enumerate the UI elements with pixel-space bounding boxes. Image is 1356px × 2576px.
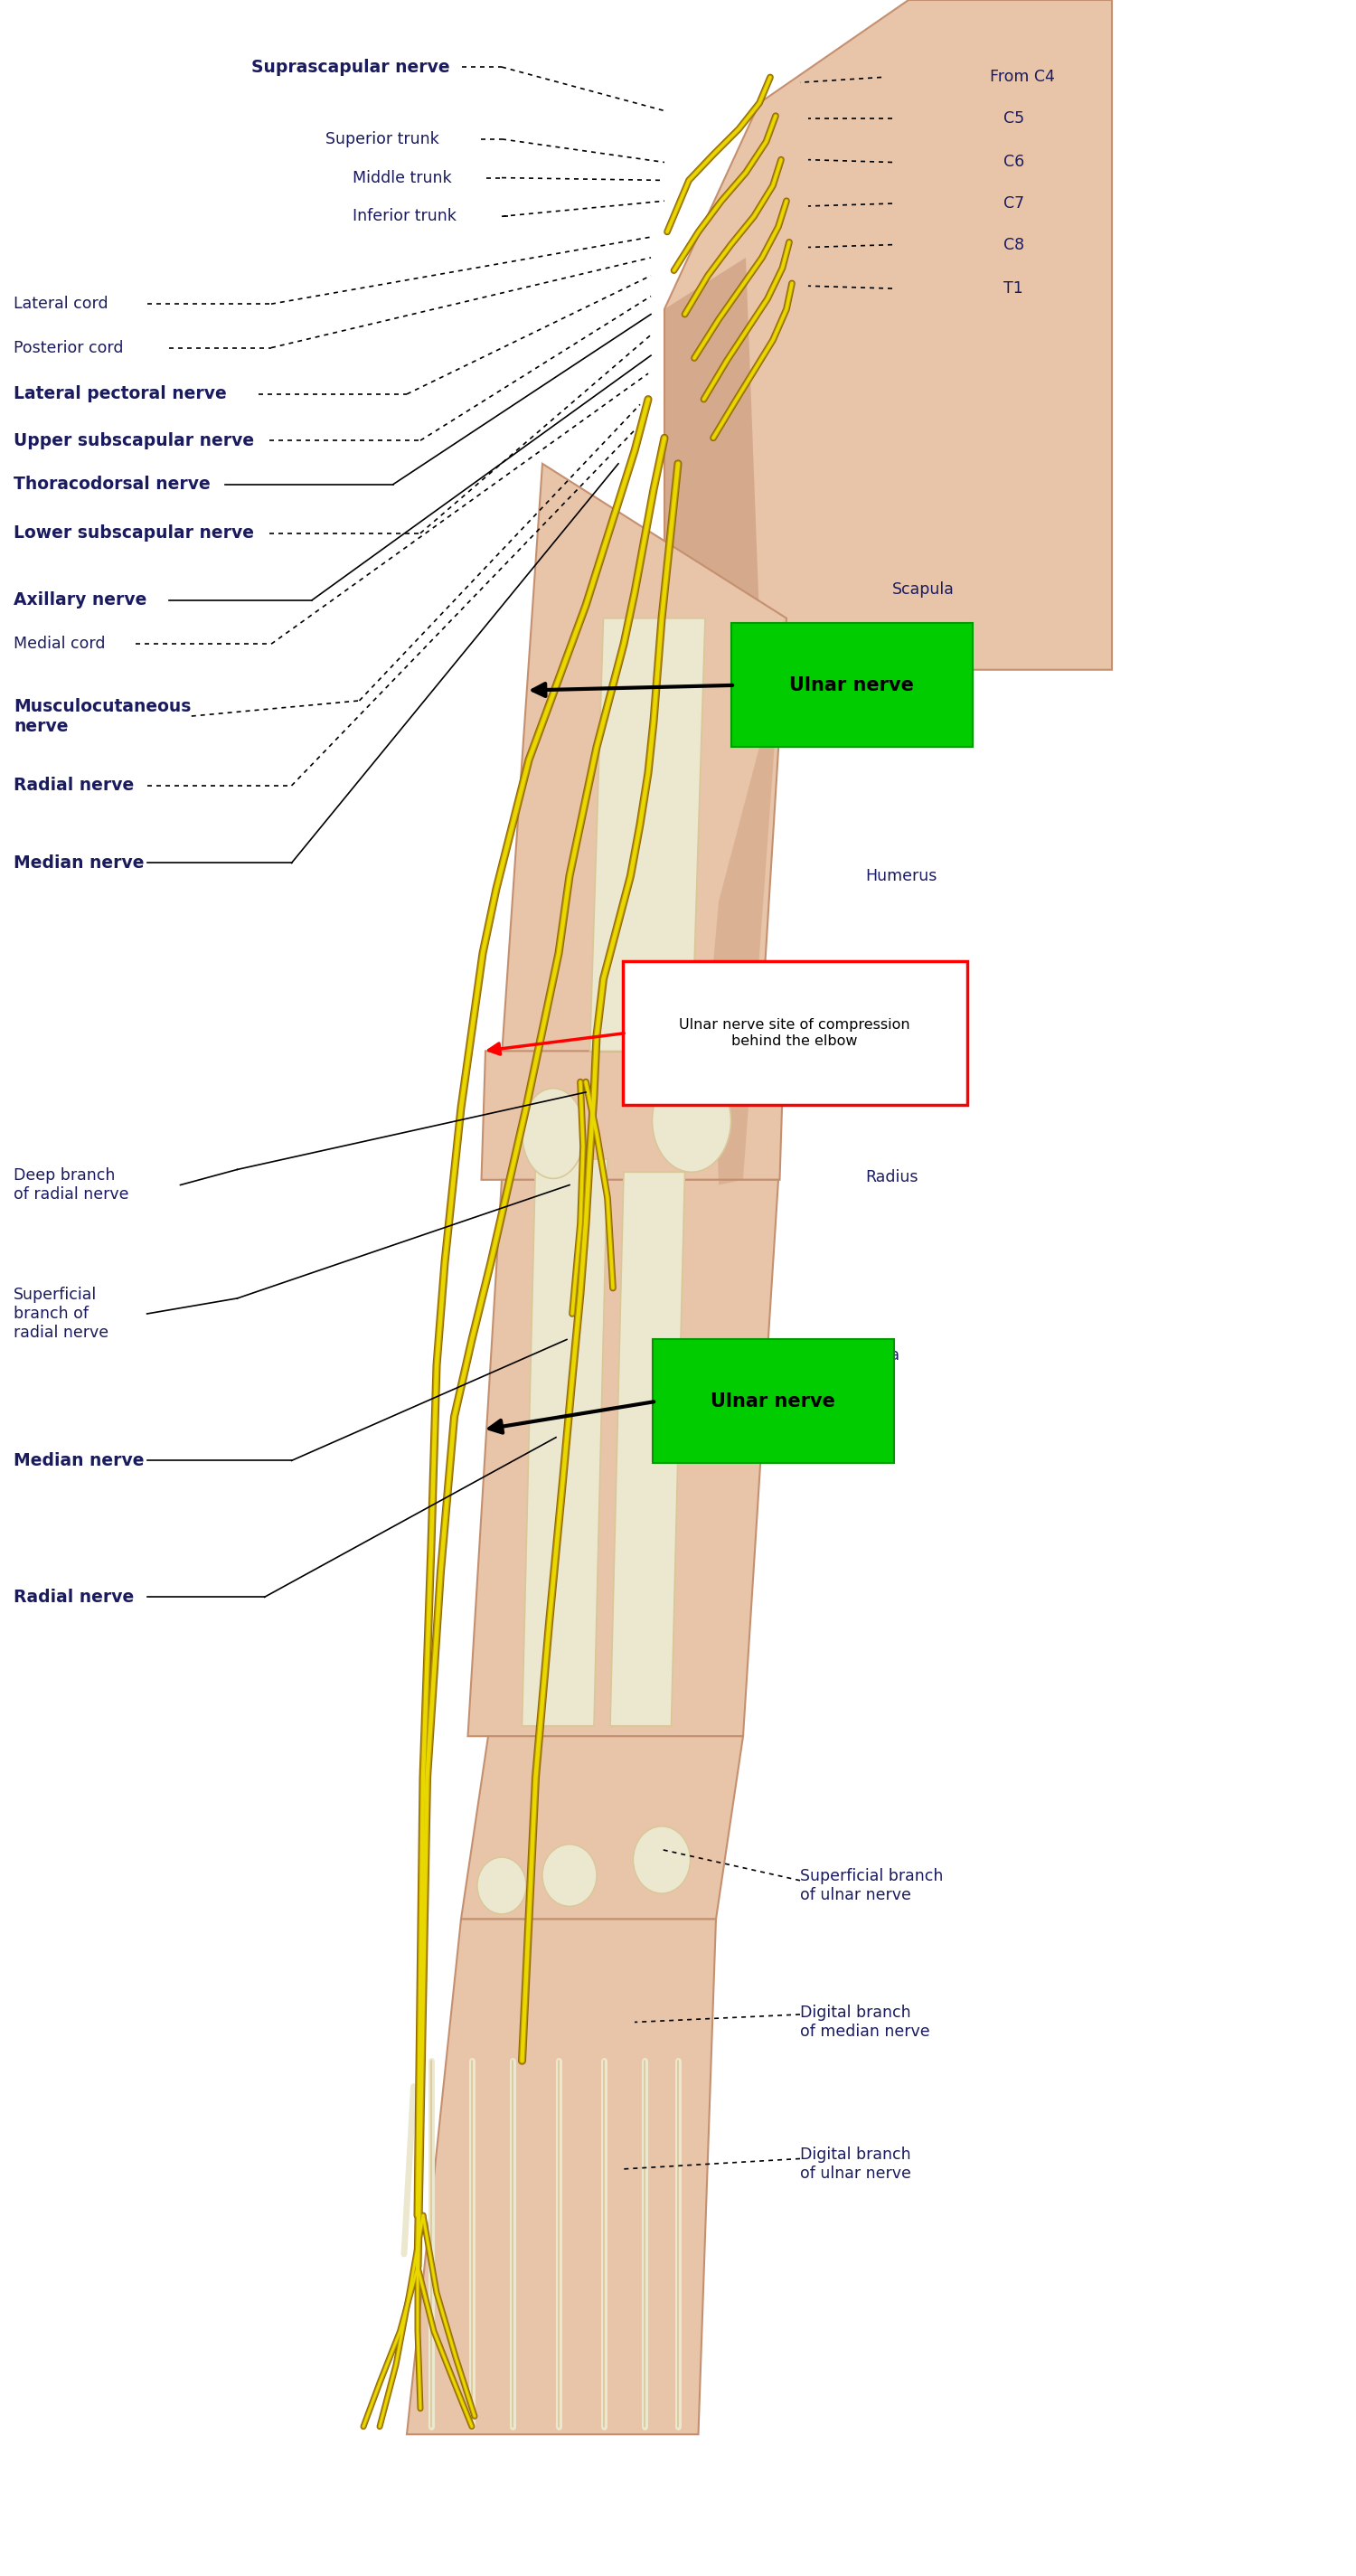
Polygon shape xyxy=(664,0,1112,670)
Polygon shape xyxy=(712,618,786,1185)
Polygon shape xyxy=(664,0,1112,670)
Text: From C4: From C4 xyxy=(990,70,1055,85)
Text: C7: C7 xyxy=(1003,196,1024,211)
Text: Inferior trunk: Inferior trunk xyxy=(353,209,457,224)
Text: Lower subscapular nerve: Lower subscapular nerve xyxy=(14,526,254,541)
Polygon shape xyxy=(481,1051,784,1180)
Text: Ulnar nerve site of compression
behind the elbow: Ulnar nerve site of compression behind t… xyxy=(679,1018,910,1048)
Text: Ulna: Ulna xyxy=(865,1347,900,1363)
Text: Superior trunk: Superior trunk xyxy=(325,131,439,147)
Text: C5: C5 xyxy=(1003,111,1024,126)
Text: Scapula: Scapula xyxy=(892,582,955,598)
Text: C8: C8 xyxy=(1003,237,1024,252)
Polygon shape xyxy=(664,258,759,670)
Ellipse shape xyxy=(477,1857,526,1914)
FancyBboxPatch shape xyxy=(731,623,972,747)
FancyBboxPatch shape xyxy=(622,961,967,1105)
Text: Radial nerve: Radial nerve xyxy=(14,778,134,793)
Text: Median nerve: Median nerve xyxy=(14,855,144,871)
Text: Digital branch
of median nerve: Digital branch of median nerve xyxy=(800,2004,930,2040)
Text: Radial nerve: Radial nerve xyxy=(14,1589,134,1605)
Polygon shape xyxy=(407,1919,716,2434)
Text: Ulnar nerve: Ulnar nerve xyxy=(789,675,914,696)
Text: Suprascapular nerve: Suprascapular nerve xyxy=(251,59,449,75)
Polygon shape xyxy=(610,1172,685,1726)
Text: Musculocutaneous
nerve: Musculocutaneous nerve xyxy=(14,698,191,734)
Text: Axillary nerve: Axillary nerve xyxy=(14,592,146,608)
Polygon shape xyxy=(522,1159,607,1726)
Polygon shape xyxy=(502,464,786,1056)
Text: T1: T1 xyxy=(1003,281,1022,296)
Ellipse shape xyxy=(652,1069,731,1172)
Text: C6: C6 xyxy=(1003,155,1025,170)
Text: Deep branch
of radial nerve: Deep branch of radial nerve xyxy=(14,1167,129,1203)
Polygon shape xyxy=(468,1180,778,1736)
Text: Ulnar nerve: Ulnar nerve xyxy=(711,1391,835,1412)
Text: Superficial branch
of ulnar nerve: Superficial branch of ulnar nerve xyxy=(800,1868,944,1904)
Polygon shape xyxy=(461,1736,743,1919)
Text: Lateral cord: Lateral cord xyxy=(14,296,108,312)
Text: Middle trunk: Middle trunk xyxy=(353,170,452,185)
Text: Lateral pectoral nerve: Lateral pectoral nerve xyxy=(14,386,226,402)
Text: Thoracodorsal nerve: Thoracodorsal nerve xyxy=(14,477,210,492)
Text: Median nerve: Median nerve xyxy=(14,1453,144,1468)
Ellipse shape xyxy=(633,1826,690,1893)
Ellipse shape xyxy=(542,1844,597,1906)
Polygon shape xyxy=(590,618,705,1051)
Text: Medial cord: Medial cord xyxy=(14,636,106,652)
Ellipse shape xyxy=(522,1087,584,1180)
FancyBboxPatch shape xyxy=(652,1340,894,1463)
Text: Digital branch
of ulnar nerve: Digital branch of ulnar nerve xyxy=(800,2146,911,2182)
Text: Upper subscapular nerve: Upper subscapular nerve xyxy=(14,433,254,448)
Text: Radius: Radius xyxy=(865,1170,918,1185)
Text: Superficial
branch of
radial nerve: Superficial branch of radial nerve xyxy=(14,1288,108,1340)
Text: Posterior cord: Posterior cord xyxy=(14,340,123,355)
Text: Humerus: Humerus xyxy=(865,868,937,884)
